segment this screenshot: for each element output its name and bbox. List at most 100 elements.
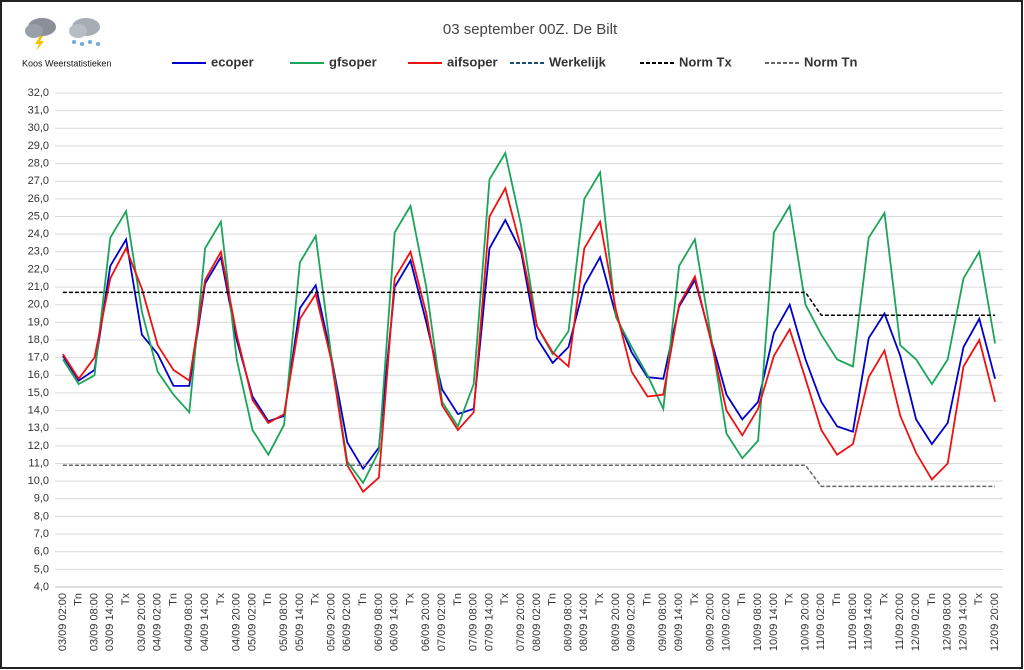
x-tick-label: 10/09 14:00	[768, 593, 780, 651]
x-tick-label: 05/09 02:00	[246, 593, 258, 651]
legend-label: ecoper	[211, 54, 254, 69]
x-tick-label: Tn	[641, 593, 653, 606]
x-tick-label: 10/09 02:00	[720, 593, 732, 651]
x-tick-label: Tx	[310, 593, 322, 606]
legend-label: gfsoper	[329, 54, 377, 69]
x-tick-label: Tn	[736, 593, 748, 606]
y-tick-label: 21,0	[28, 281, 49, 293]
y-tick-label: 23,0	[28, 246, 49, 258]
y-tick-label: 5,0	[34, 563, 49, 575]
y-tick-label: 10,0	[28, 475, 49, 487]
x-tick-label: 04/09 08:00	[183, 593, 195, 651]
chart-title: 03 september 00Z. De Bilt	[443, 21, 618, 38]
y-tick-label: 31,0	[28, 105, 49, 117]
x-tick-label: Tx	[878, 593, 890, 606]
x-tick-label: Tx	[120, 593, 132, 606]
x-tick-label: 05/09 08:00	[278, 593, 290, 651]
y-tick-label: 8,0	[34, 510, 49, 522]
x-tick-label: 09/09 02:00	[626, 593, 638, 651]
x-tick-label: 07/09 08:00	[468, 593, 480, 651]
x-tick-label: 05/09 20:00	[325, 593, 337, 651]
x-tick-label: Tn	[167, 593, 179, 606]
x-tick-label: 06/09 02:00	[341, 593, 353, 651]
y-tick-label: 12,0	[28, 440, 49, 452]
y-tick-label: 14,0	[28, 404, 49, 416]
x-tick-label: Tn	[262, 593, 274, 606]
x-tick-label: Tx	[215, 593, 227, 606]
x-tick-label: 08/09 14:00	[578, 593, 590, 651]
brand: Koos Weerstatistieken	[22, 58, 111, 68]
x-tick-label: 04/09 02:00	[152, 593, 164, 651]
x-tick-label: 07/09 20:00	[515, 593, 527, 651]
x-tick-label: 11/09 14:00	[863, 593, 875, 650]
y-tick-label: 20,0	[28, 299, 49, 311]
x-tick-label: 12/09 02:00	[910, 593, 922, 651]
x-tick-label: 04/09 14:00	[199, 593, 211, 651]
x-tick-label: 04/09 20:00	[231, 593, 243, 651]
x-tick-label: Tn	[926, 593, 938, 606]
x-tick-label: Tn	[452, 593, 464, 606]
y-tick-label: 32,0	[28, 87, 49, 99]
x-tick-label: 06/09 20:00	[420, 593, 432, 651]
x-tick-label: 09/09 08:00	[657, 593, 669, 651]
y-tick-label: 7,0	[34, 528, 49, 540]
x-tick-label: 03/09 08:00	[88, 593, 100, 651]
x-tick-label: 10/09 20:00	[799, 593, 811, 651]
y-tick-label: 15,0	[28, 387, 49, 399]
y-tick-label: 27,0	[28, 175, 49, 187]
y-tick-label: 9,0	[34, 493, 49, 505]
x-tick-label: Tx	[404, 593, 416, 606]
y-tick-label: 26,0	[28, 193, 49, 205]
x-tick-label: 11/09 02:00	[815, 593, 827, 650]
x-tick-label: Tx	[499, 593, 511, 606]
x-tick-label: 11/09 08:00	[847, 593, 859, 650]
x-tick-label: Tx	[784, 593, 796, 606]
x-tick-label: 03/09 20:00	[136, 593, 148, 651]
y-tick-label: 17,0	[28, 352, 49, 364]
x-tick-label: 09/09 14:00	[673, 593, 685, 651]
x-tick-label: Tx	[594, 593, 606, 606]
legend-label: Norm Tx	[679, 54, 733, 69]
y-tick-label: 4,0	[34, 581, 49, 593]
x-tick-label: 11/09 20:00	[894, 593, 906, 650]
x-tick-label: 12/09 20:00	[989, 593, 1001, 651]
series-line	[62, 291, 996, 317]
y-tick-label: 18,0	[28, 334, 49, 346]
y-tick-label: 25,0	[28, 210, 49, 222]
x-tick-label: Tn	[547, 593, 559, 606]
x-tick-label: 07/09 02:00	[436, 593, 448, 651]
x-tick-label: 12/09 08:00	[942, 593, 954, 651]
x-tick-label: 08/09 02:00	[531, 593, 543, 651]
y-tick-label: 30,0	[28, 122, 49, 134]
x-tick-label: Tx	[973, 593, 985, 606]
x-tick-label: Tn	[357, 593, 369, 606]
y-tick-label: 22,0	[28, 263, 49, 275]
series-line	[62, 218, 996, 471]
logo	[25, 18, 100, 51]
legend-label: aifsoper	[447, 54, 498, 69]
x-tick-label: 03/09 02:00	[57, 593, 69, 651]
legend-label: Werkelijk	[549, 54, 607, 69]
x-tick-label: 10/09 08:00	[752, 593, 764, 651]
x-tick-label: 07/09 14:00	[483, 593, 495, 651]
y-tick-label: 6,0	[34, 546, 49, 558]
y-tick-label: 19,0	[28, 316, 49, 328]
y-tick-label: 11,0	[28, 457, 49, 469]
x-tick-label: 03/09 14:00	[104, 593, 116, 651]
series-line	[62, 150, 996, 485]
series-line	[62, 185, 996, 494]
x-tick-label: 08/09 08:00	[562, 593, 574, 651]
x-tick-label: 08/09 20:00	[610, 593, 622, 651]
y-tick-label: 28,0	[28, 157, 49, 169]
x-tick-label: 06/09 08:00	[373, 593, 385, 651]
x-tick-label: Tn	[831, 593, 843, 606]
x-tick-label: 05/09 14:00	[294, 593, 306, 651]
legend-label: Norm Tn	[804, 54, 858, 69]
y-tick-label: 13,0	[28, 422, 49, 434]
x-tick-label: 09/09 20:00	[705, 593, 717, 651]
x-tick-label: Tn	[73, 593, 85, 606]
x-tick-label: 06/09 14:00	[389, 593, 401, 651]
y-tick-label: 24,0	[28, 228, 49, 240]
